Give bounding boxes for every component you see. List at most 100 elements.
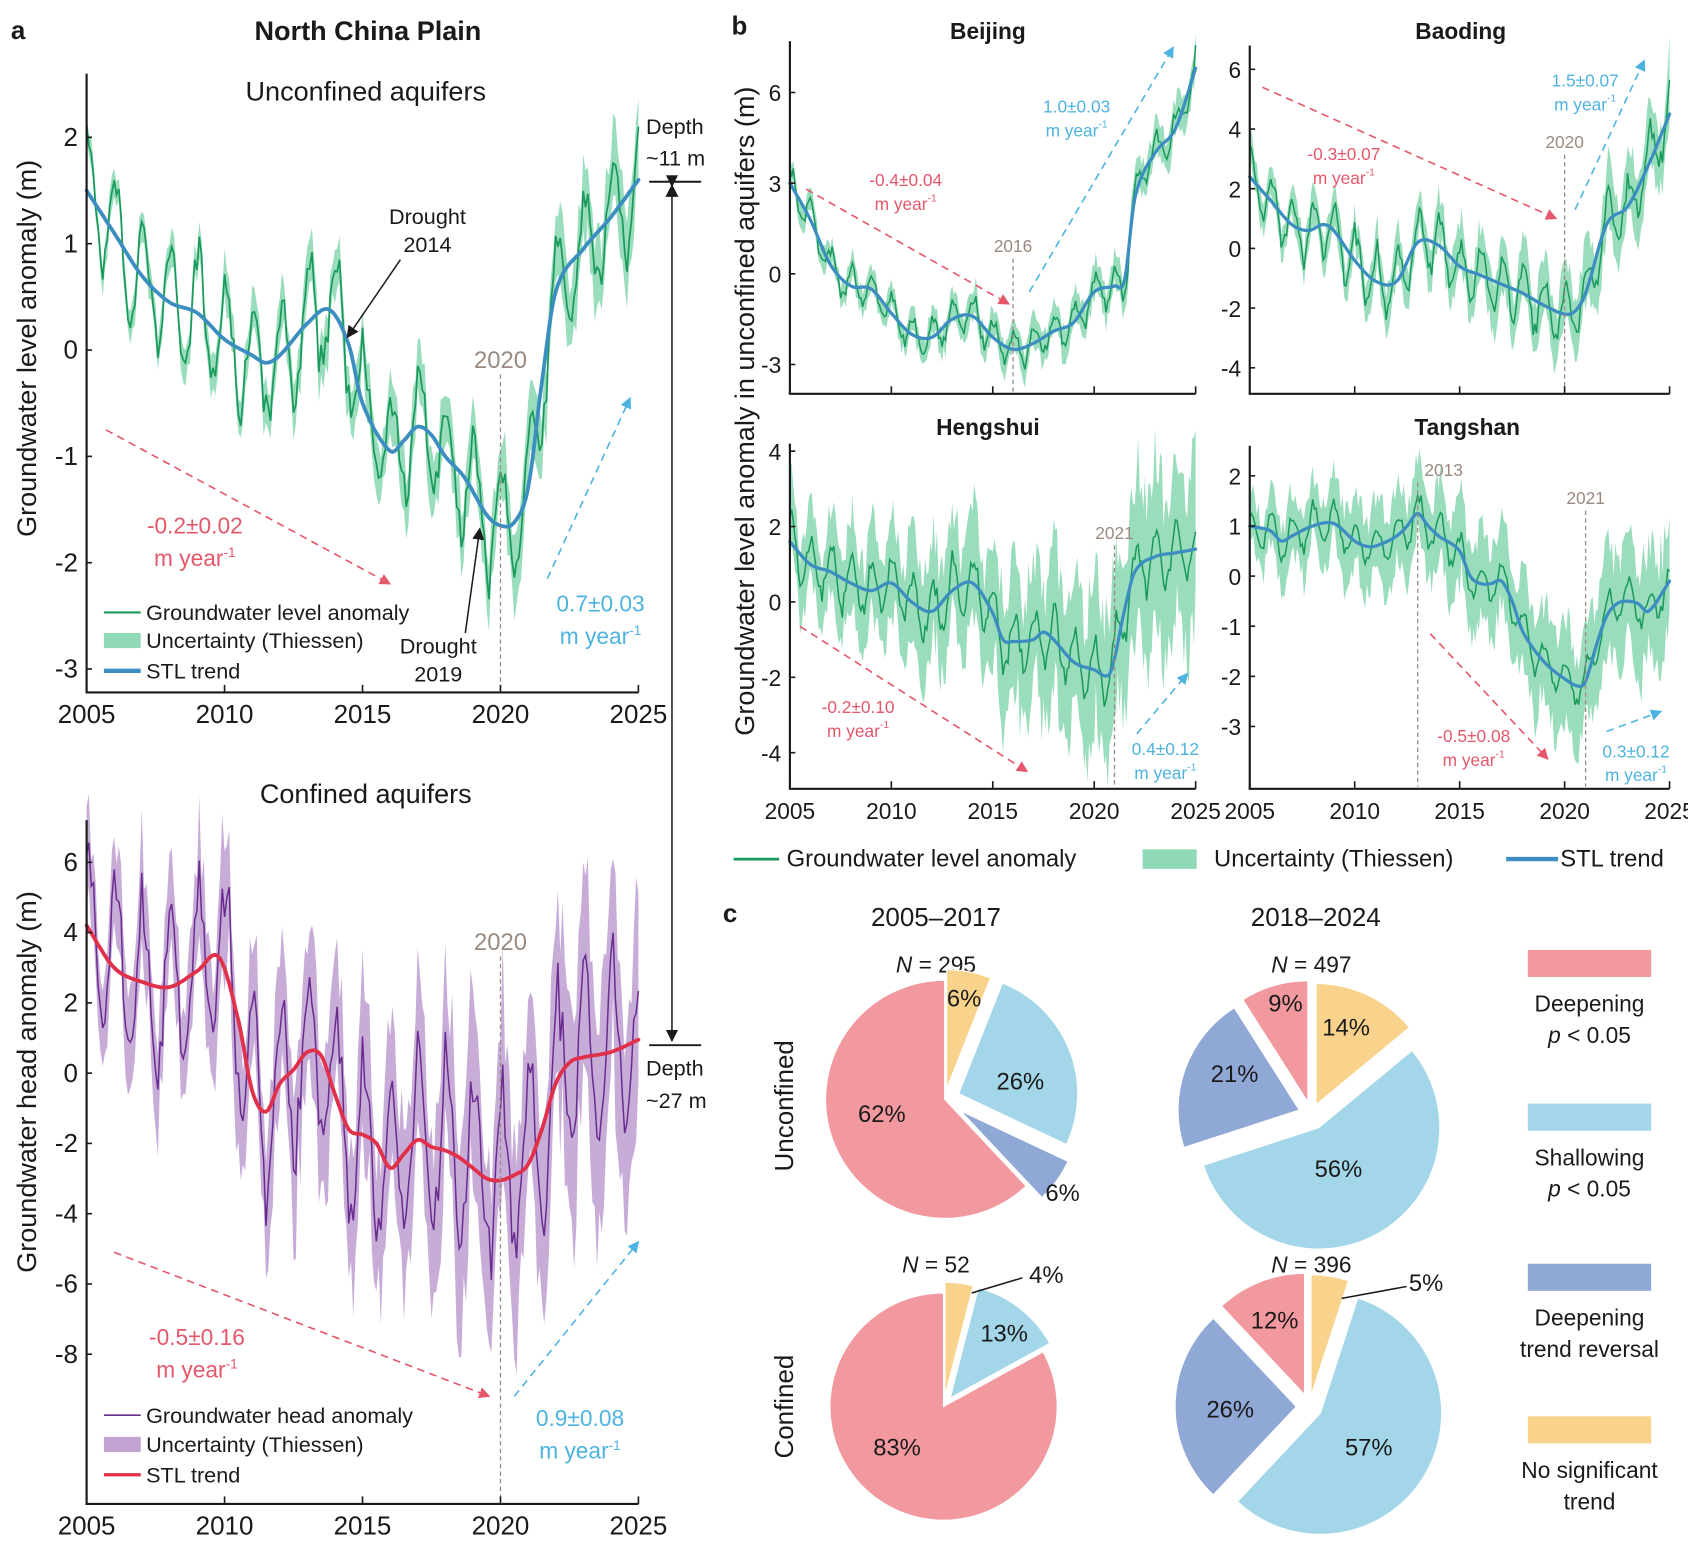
y-tick-label: -3 [55, 654, 78, 684]
rise-rate-label-rate: 0.4±0.12 [1132, 739, 1199, 759]
pie-slice [960, 1110, 1069, 1199]
rise-trend-arrow [513, 1240, 640, 1397]
x-tick-label: 2005 [58, 1510, 116, 1540]
pie-slice [825, 979, 1027, 1219]
pie-slice-label: 57% [1345, 1434, 1393, 1461]
pie-slice [1310, 1274, 1350, 1397]
legend-label-line1: Shallowing [1535, 1144, 1645, 1170]
pie-legend-item: Deepening trend reversal [1520, 1263, 1659, 1362]
anomaly-line [1249, 79, 1671, 340]
y-tick-label: -1 [1221, 614, 1241, 640]
y-tick-label: -6 [55, 1269, 78, 1299]
x-tick-label: 2010 [866, 798, 917, 824]
x-tick-label: 2025 [1644, 798, 1688, 824]
legend-label-line1: No significant [1521, 1457, 1658, 1483]
legend-label-line1: Deepening [1535, 991, 1645, 1017]
anomaly-line [789, 45, 1197, 370]
y-tick-label: -1 [55, 441, 78, 471]
decline-rate-label-unit: m year-1 [154, 545, 236, 571]
y-tick-label: 2 [1228, 176, 1241, 202]
uncertainty-band [789, 428, 1196, 788]
x-tick-label: 2010 [196, 699, 254, 729]
pie-slice-label: 12% [1251, 1308, 1299, 1335]
pie-sample-size: N = 52 [902, 1251, 970, 1277]
subplot-title: Confined aquifers [260, 779, 472, 809]
y-tick-label: 1 [64, 228, 78, 258]
pie-slice [1174, 1317, 1298, 1496]
rise-rate-label-rate: 1.0±0.03 [1043, 97, 1110, 117]
uncertainty-band [1249, 449, 1670, 765]
panel-c-letter: c [723, 898, 737, 928]
legend-swatch [1527, 1416, 1652, 1444]
y-tick-label: 2 [64, 988, 78, 1018]
pie-slice-label: 5% [1409, 1270, 1443, 1297]
pie-slice-label: 62% [858, 1101, 906, 1128]
annotation-drought-2014: Drought [389, 204, 466, 229]
pie-slice [1236, 1297, 1443, 1535]
legend-label-trend: STL trend [146, 658, 240, 683]
legend-swatch-uncertainty [103, 632, 141, 649]
y-tick-label: 0 [1228, 236, 1241, 262]
row-label: Unconfined [769, 1040, 799, 1171]
leader-line [971, 1277, 1023, 1294]
year-marker-label: 2021 [1566, 488, 1604, 508]
annotation-drought-2014-year: 2014 [403, 232, 451, 257]
y-axis-label: Groundwater level anomaly (m) [12, 160, 42, 537]
x-tick-label: 2025 [610, 699, 668, 729]
y-tick-label: 6 [1228, 57, 1241, 83]
panel-a-letter: a [11, 15, 26, 45]
pie-slice [958, 982, 1079, 1146]
depth-label-confined: Depth [646, 1055, 704, 1080]
pie-chart: N = 497 14% 56% 21% 9% [1177, 952, 1441, 1250]
annotation-drought-2019: Drought [400, 634, 477, 659]
legend-label-uncertainty: Uncertainty (Thiessen) [146, 628, 364, 653]
y-tick-label: -2 [1221, 664, 1241, 690]
rise-rate-label-unit: m year-1 [1046, 120, 1108, 141]
legend-label-line2: p < 0.05 [1547, 1022, 1631, 1048]
x-tick-label: 2025 [610, 1510, 668, 1540]
chart-unconfined-aquifers: 2020 2005 2010 2015 2020 2025 -3 -2 -1 0 1 2 Unconfi… [12, 73, 668, 729]
y-tick-label: 0 [1228, 564, 1241, 590]
legend-label-uncertainty: Uncertainty (Thiessen) [1214, 846, 1453, 873]
legend-label-trend: STL trend [146, 1462, 240, 1487]
x-tick-label: 2025 [1170, 798, 1221, 824]
pie-slice [1220, 1272, 1306, 1396]
decline-rate-label-unit: m year-1 [1443, 749, 1505, 770]
pie-slice-label: 4% [1029, 1262, 1063, 1289]
depth-label-unconfined: Depth [646, 114, 704, 139]
rise-rate-label-unit: m year-1 [1605, 765, 1667, 786]
y-axis-label: Groundwater head anomaly (m) [12, 891, 42, 1273]
rise-rate-label-unit: m year-1 [539, 1438, 621, 1464]
anomaly-line [1249, 492, 1671, 706]
chart-baoding: 2020 -4 -2 0 2 4 6 Baoding -0.3±0.07 m year-1 1.5±… [1221, 18, 1672, 395]
pie-slice-label: 13% [980, 1321, 1028, 1348]
pie-slice-label: 83% [873, 1434, 921, 1461]
city-title: Baoding [1415, 18, 1506, 44]
depth-value-confined: ~27 m [646, 1088, 707, 1113]
uncertainty-band [86, 794, 639, 1375]
rise-trend-arrow [1028, 46, 1175, 293]
x-tick-label: 2020 [472, 1510, 530, 1540]
pie-slice-label: 21% [1211, 1061, 1259, 1088]
city-title: Beijing [950, 18, 1026, 44]
chart-trend-pies: 2005–2017 2018–2024 Unconfined Confined N = … [769, 902, 1659, 1535]
decline-rate-label-rate: -0.2±0.02 [147, 512, 243, 538]
subplot-title: Unconfined aquifers [246, 77, 486, 107]
annotation-arrow-2019 [464, 527, 485, 634]
y-tick-label: -4 [1221, 355, 1241, 381]
rise-rate-label-unit: m year-1 [1134, 762, 1196, 783]
y-tick-label: -3 [1221, 714, 1241, 740]
legend-label-line1: Deepening [1535, 1304, 1645, 1330]
legend-swatch [1527, 949, 1652, 978]
depth-arrowhead-up [665, 183, 679, 197]
decline-rate-label-unit: m year-1 [1313, 167, 1375, 188]
pie-slice-label: 14% [1322, 1014, 1370, 1041]
depth-value-unconfined: ~11 m [646, 146, 705, 171]
stl-trend-line [1248, 511, 1672, 689]
pie-slice-label: 6% [1045, 1180, 1079, 1207]
y-tick-label: -2 [1221, 296, 1241, 322]
rise-trend-arrow [1574, 59, 1646, 210]
y-tick-label: 0 [769, 261, 782, 287]
legend-swatch-uncertainty [103, 1436, 141, 1453]
